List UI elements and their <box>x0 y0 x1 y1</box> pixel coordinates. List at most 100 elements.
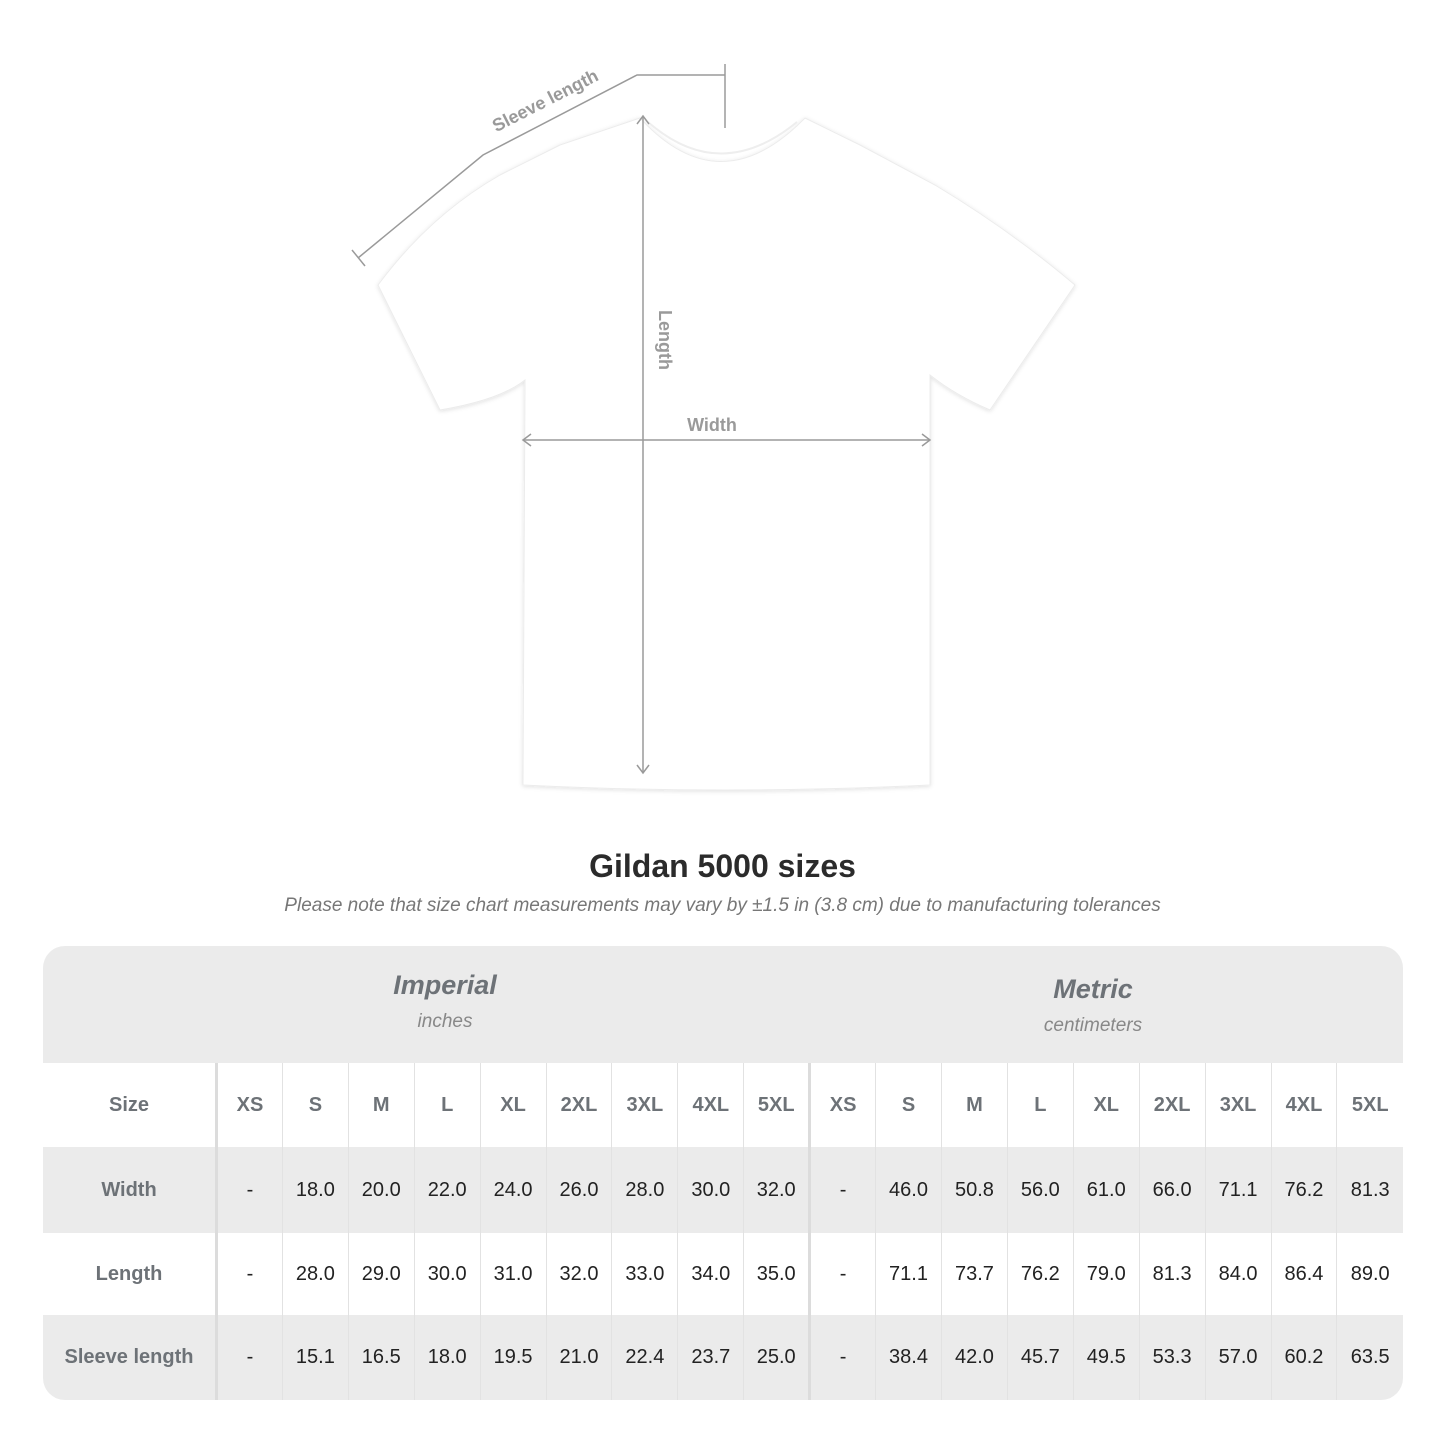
size-label: Size <box>43 1063 218 1147</box>
metric-size-header: 4XL <box>1270 1063 1337 1147</box>
imperial-size-header: XL <box>479 1063 547 1147</box>
metric-size-header: XL <box>1072 1063 1140 1147</box>
imperial-value-cell: 26.0 <box>545 1147 612 1233</box>
metric-size-header: 3XL <box>1204 1063 1271 1147</box>
metric-value-cell: 86.4 <box>1270 1233 1337 1315</box>
metric-value-cell: 73.7 <box>940 1233 1008 1315</box>
metric-value-cell: 42.0 <box>940 1315 1008 1400</box>
imperial-size-header: 3XL <box>611 1063 678 1147</box>
imperial-size-header: L <box>413 1063 481 1147</box>
imperial-value-cell: 32.0 <box>545 1233 612 1315</box>
size-chart: Imperial inches Metric centimeters Size X… <box>43 946 1403 1400</box>
length-label: Length <box>655 310 675 370</box>
row-label: Width <box>43 1147 218 1233</box>
width-label: Width <box>687 415 737 435</box>
imperial-value-cell: 28.0 <box>611 1147 678 1233</box>
metric-value-cell: 46.0 <box>875 1147 942 1233</box>
metric-value-cell: 61.0 <box>1072 1147 1140 1233</box>
imperial-value-cell: 34.0 <box>677 1233 744 1315</box>
sleeve-measure-line <box>357 74 725 259</box>
metric-value-cell: 76.2 <box>1270 1147 1337 1233</box>
metric-value-cell: 76.2 <box>1006 1233 1074 1315</box>
imperial-value-cell: 22.0 <box>413 1147 481 1233</box>
metric-value-cell: 63.5 <box>1336 1315 1403 1400</box>
unit-header: Imperial inches Metric centimeters <box>43 946 1403 1063</box>
metric-value-cell: 57.0 <box>1204 1315 1271 1400</box>
metric-value-cell: 89.0 <box>1336 1233 1403 1315</box>
width-arrow-right <box>921 433 932 447</box>
imperial-value-cell: 20.0 <box>347 1147 415 1233</box>
metric-value-cell: 81.3 <box>1138 1233 1206 1315</box>
metric-value-cell: - <box>809 1315 876 1400</box>
imperial-value-cell: 15.1 <box>281 1315 349 1400</box>
metric-size-header: M <box>940 1063 1008 1147</box>
imperial-value-cell: - <box>216 1147 283 1233</box>
table-row: Sleeve length -15.1 16.5 18.0 19.5 21.0 22.4 23… <box>43 1315 1403 1400</box>
imperial-value-cell: 19.5 <box>479 1315 547 1400</box>
chart-subtitle: Please note that size chart measurements… <box>284 895 1161 916</box>
imperial-size-header: M <box>347 1063 415 1147</box>
metric-size-header: 2XL <box>1138 1063 1206 1147</box>
imperial-value-cell: 25.0 <box>743 1315 812 1400</box>
size-table: Size XS S M L XL 2XL 3XL 4XL 5XL XS S M L XL 2XL 3XL 4XL 5… <box>43 1063 1403 1400</box>
metric-size-header: L <box>1006 1063 1074 1147</box>
table-row: Length -28.0 29.0 30.0 31.0 32.0 33.0 34.0 35.0-… <box>43 1233 1403 1315</box>
imperial-value-cell: 18.0 <box>413 1315 481 1400</box>
metric-value-cell: 71.1 <box>1204 1147 1271 1233</box>
imperial-header: Imperial inches <box>215 970 675 1033</box>
metric-value-cell: 81.3 <box>1336 1147 1403 1233</box>
metric-value-cell: 49.5 <box>1072 1315 1140 1400</box>
imperial-value-cell: 22.4 <box>611 1315 678 1400</box>
imperial-value-cell: 30.0 <box>677 1147 744 1233</box>
imperial-value-cell: 33.0 <box>611 1233 678 1315</box>
metric-title: Metric <box>1053 974 1133 1004</box>
imperial-size-header: XS <box>216 1063 283 1147</box>
sleeve-tick-left <box>351 249 366 267</box>
metric-value-cell: - <box>809 1233 876 1315</box>
imperial-value-cell: 30.0 <box>413 1233 481 1315</box>
imperial-value-cell: 23.7 <box>677 1315 744 1400</box>
imperial-value-cell: - <box>216 1233 283 1315</box>
metric-value-cell: 38.4 <box>875 1315 942 1400</box>
length-arrow-bottom <box>636 764 650 775</box>
length-arrow-top <box>636 114 650 125</box>
metric-unit: centimeters <box>1043 1015 1143 1036</box>
width-arrow-left <box>521 433 532 447</box>
imperial-value-cell: 31.0 <box>479 1233 547 1315</box>
imperial-size-header: 4XL <box>677 1063 744 1147</box>
metric-value-cell: 79.0 <box>1072 1233 1140 1315</box>
imperial-size-header: S <box>281 1063 349 1147</box>
table-row: Width -18.0 20.0 22.0 24.0 26.0 28.0 30.0 32.0-4… <box>43 1147 1403 1233</box>
metric-value-cell: 50.8 <box>940 1147 1008 1233</box>
metric-value-cell: 60.2 <box>1270 1315 1337 1400</box>
metric-size-header: 5XL <box>1336 1063 1403 1147</box>
imperial-value-cell: 35.0 <box>743 1233 812 1315</box>
row-label: Length <box>43 1233 218 1315</box>
metric-value-cell: 84.0 <box>1204 1233 1271 1315</box>
metric-value-cell: 56.0 <box>1006 1147 1074 1233</box>
imperial-value-cell: 18.0 <box>281 1147 349 1233</box>
metric-value-cell: 53.3 <box>1138 1315 1206 1400</box>
metric-value-cell: 71.1 <box>875 1233 942 1315</box>
imperial-value-cell: - <box>216 1315 283 1400</box>
imperial-size-header: 2XL <box>545 1063 612 1147</box>
imperial-title: Imperial <box>393 970 497 1000</box>
tshirt-shape <box>377 117 1076 791</box>
imperial-size-header: 5XL <box>743 1063 812 1147</box>
metric-value-cell: - <box>809 1147 876 1233</box>
collar <box>647 121 798 155</box>
imperial-unit: inches <box>417 1011 473 1032</box>
imperial-value-cell: 32.0 <box>743 1147 812 1233</box>
imperial-value-cell: 24.0 <box>479 1147 547 1233</box>
metric-value-cell: 66.0 <box>1138 1147 1206 1233</box>
metric-size-header: S <box>875 1063 942 1147</box>
size-header-row: Size XS S M L XL 2XL 3XL 4XL 5XL XS S M L XL 2XL 3XL 4XL 5… <box>43 1063 1403 1147</box>
chart-title: Gildan 5000 sizes <box>589 848 856 884</box>
metric-header: Metric centimeters <box>863 974 1323 1037</box>
metric-value-cell: 45.7 <box>1006 1315 1074 1400</box>
imperial-value-cell: 16.5 <box>347 1315 415 1400</box>
row-label: Sleeve length <box>43 1315 218 1400</box>
tshirt-diagram: Sleeve length Length Width <box>351 64 1076 791</box>
imperial-value-cell: 28.0 <box>281 1233 349 1315</box>
imperial-value-cell: 29.0 <box>347 1233 415 1315</box>
